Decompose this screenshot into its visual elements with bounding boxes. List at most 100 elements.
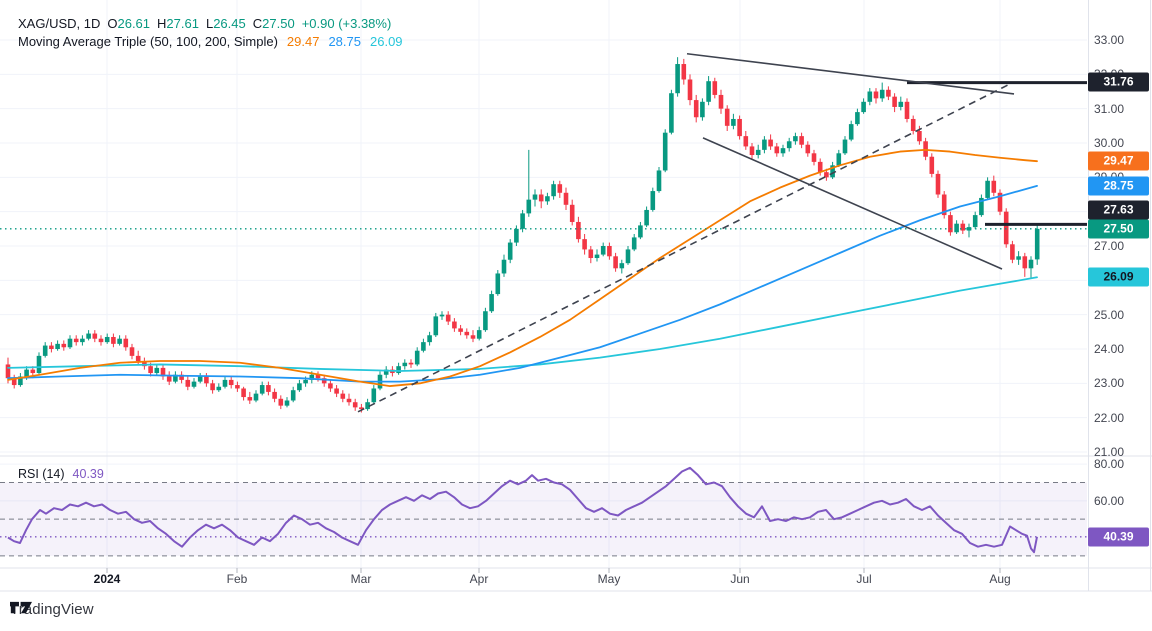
candle-body <box>836 153 842 166</box>
candle-body <box>61 343 67 348</box>
candle-body <box>817 161 823 173</box>
ma50-value: 29.47 <box>286 34 320 49</box>
candle-body <box>49 345 54 349</box>
candle-body <box>297 383 302 391</box>
candle-body <box>588 249 594 259</box>
rsi-title[interactable]: RSI (14) <box>18 467 65 481</box>
candle-body <box>129 347 135 356</box>
candle-body <box>464 331 470 336</box>
candle-body <box>786 141 792 149</box>
axis-tick-label: 21.00 <box>1094 445 1125 459</box>
candle-body <box>873 91 879 99</box>
candle-body <box>489 294 494 312</box>
candle-body <box>371 388 377 403</box>
candle-body <box>768 139 773 147</box>
candle-body <box>526 199 532 214</box>
candle-body <box>904 101 910 119</box>
candle-body <box>979 197 984 216</box>
candle-body <box>179 374 184 380</box>
axis-tick-label: 60.00 <box>1094 493 1125 508</box>
candle-body <box>359 407 364 410</box>
candle-body <box>86 333 91 339</box>
candle-body <box>402 362 408 367</box>
candle-body <box>830 165 835 178</box>
candle-body <box>73 338 79 343</box>
candle-body <box>762 139 767 150</box>
price-badge: 31.76 <box>1088 72 1149 92</box>
candle-body <box>687 79 693 101</box>
trendline[interactable] <box>702 137 1003 270</box>
rsi-value: 40.39 <box>72 467 104 481</box>
candle-body <box>501 259 507 274</box>
candle-body <box>749 146 755 156</box>
candle-body <box>972 215 978 228</box>
axis-tick-label: 23.00 <box>1094 376 1125 391</box>
candle-body <box>1010 244 1015 260</box>
candle-body <box>886 89 891 97</box>
candle-body <box>204 376 209 384</box>
rsi-line <box>7 466 1038 554</box>
tradingview-logo-text: TradingView <box>10 601 94 618</box>
candle-body <box>321 378 327 384</box>
price-badge: 27.50 <box>1088 219 1149 239</box>
candle-body <box>173 374 178 382</box>
candle-body <box>458 328 463 332</box>
candle-body <box>675 64 680 94</box>
candle-body <box>514 228 519 243</box>
candle-body <box>111 336 116 344</box>
candle-body <box>42 345 48 356</box>
symbol-title[interactable]: XAG/USD, 1D <box>18 16 101 31</box>
candle-body <box>421 342 426 351</box>
candle-body <box>631 237 637 250</box>
candle-body <box>892 96 897 107</box>
rsi-legend[interactable]: RSI (14) 40.39 <box>18 467 104 481</box>
candle-body <box>638 225 643 238</box>
candle-body <box>408 362 414 365</box>
candle-body <box>799 136 804 145</box>
candle-body <box>216 386 222 391</box>
candle-body <box>247 397 253 401</box>
candle-body <box>954 223 959 233</box>
candle-body <box>774 146 780 154</box>
candle-body <box>135 355 141 362</box>
price-badge: 29.47 <box>1088 151 1149 171</box>
candle-body <box>600 246 606 255</box>
candle-body <box>582 239 587 250</box>
ohlc-open: O26.61 <box>107 16 151 31</box>
dashed-trendline[interactable] <box>357 83 1011 413</box>
indicator-legend[interactable]: Moving Average Triple (50, 100, 200, Sim… <box>18 34 403 49</box>
indicator-title[interactable]: Moving Average Triple (50, 100, 200, Sim… <box>18 34 278 49</box>
price-badge: 27.63 <box>1088 200 1149 220</box>
candle-body <box>439 314 445 317</box>
ma100-value: 28.75 <box>328 34 361 49</box>
candle-body <box>700 101 705 118</box>
candle-body <box>867 91 873 102</box>
candle-body <box>718 94 724 109</box>
candle-body <box>879 89 885 99</box>
tradingview-logo[interactable]: TradingView <box>10 601 94 618</box>
candle-body <box>98 338 104 343</box>
candle-body <box>241 388 246 398</box>
ma200-value: 26.09 <box>370 34 403 49</box>
candle-body <box>1022 256 1028 269</box>
candle-body <box>154 367 160 374</box>
candle-body <box>1016 256 1021 260</box>
candle-body <box>662 132 668 171</box>
candle-body <box>650 191 656 210</box>
candle-body <box>315 374 321 379</box>
candle-body <box>470 335 476 339</box>
candle-body <box>117 338 122 344</box>
candle-body <box>805 144 811 154</box>
candle-body <box>681 64 687 80</box>
symbol-legend[interactable]: XAG/USD, 1D O26.61 H27.61 L26.45 C27.50 +0.90… <box>18 16 391 31</box>
candle-body <box>476 330 482 339</box>
candle-body <box>1028 259 1034 269</box>
tradingview-logo-icon <box>10 601 32 614</box>
candle-body <box>545 196 550 202</box>
candle-body <box>811 153 817 162</box>
candle-body <box>997 192 1003 212</box>
candle-body <box>793 136 798 142</box>
trendline[interactable] <box>686 52 1015 95</box>
candle-body <box>755 149 761 156</box>
